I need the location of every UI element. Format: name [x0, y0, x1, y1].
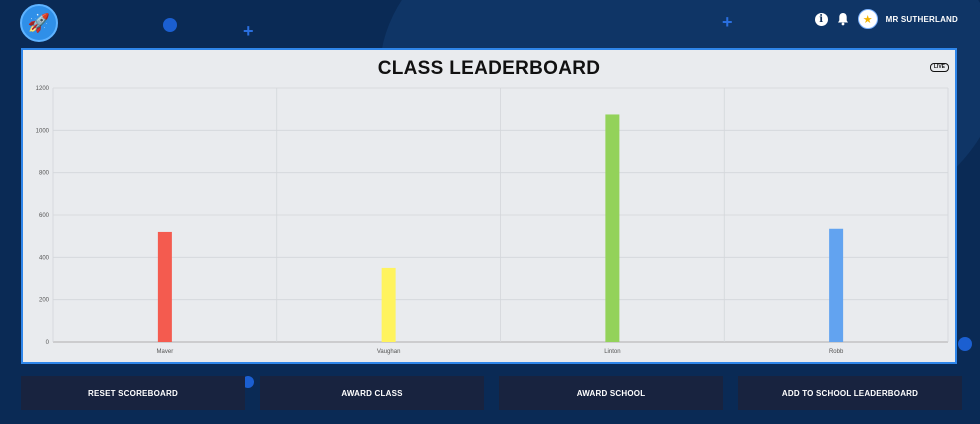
username-label[interactable]: MR SUTHERLAND	[885, 14, 958, 24]
bar-maver[interactable]	[157, 231, 172, 342]
y-tick-label: 600	[39, 213, 50, 219]
action-button-row: RESET SCOREBOARD AWARD CLASS AWARD SCHOO…	[21, 376, 962, 410]
background-dot	[163, 18, 177, 32]
award-school-button[interactable]: AWARD SCHOOL	[499, 376, 723, 410]
info-icon[interactable]: i	[814, 12, 828, 26]
leaderboard-chart: 0 200 400 600 800 1000 1200 Maver Vaughan Linton R…	[36, 86, 949, 355]
background-plus-icon: +	[243, 21, 254, 41]
top-bar: i ★ MR SUTHERLAND	[814, 9, 958, 29]
y-tick-label: 200	[39, 298, 50, 304]
award-class-button[interactable]: AWARD CLASS	[260, 376, 484, 410]
bar-linton[interactable]	[605, 114, 620, 342]
x-tick-label: Linton	[604, 349, 620, 355]
bell-icon[interactable]	[836, 11, 850, 27]
background-dot	[242, 376, 254, 388]
leaderboard-title: CLASS LEADERBOARD	[377, 58, 601, 79]
avatar[interactable]: ★	[857, 9, 878, 29]
reset-scoreboard-button[interactable]: RESET SCOREBOARD	[21, 376, 245, 410]
x-tick-label: Maver	[157, 349, 174, 355]
y-tick-label: 400	[39, 255, 50, 261]
x-tick-label: Robb	[829, 349, 844, 355]
y-tick-label: 1000	[36, 128, 50, 134]
x-tick-label: Vaughan	[377, 349, 401, 355]
leaderboard-panel: 0 200 400 600 800 1000 1200 Maver Vaughan Linton R…	[21, 48, 957, 364]
rocket-logo-icon[interactable]: 🚀	[20, 4, 58, 42]
y-tick-label: 0	[46, 340, 50, 346]
add-to-school-leaderboard-button[interactable]: ADD TO SCHOOL LEADERBOARD	[738, 376, 962, 410]
background-dot	[958, 337, 972, 351]
y-tick-label: 800	[39, 171, 50, 177]
live-badge: LIVE	[929, 63, 949, 72]
bar-robb[interactable]	[829, 228, 844, 342]
bar-vaughan[interactable]	[381, 267, 396, 342]
background-plus-icon: +	[722, 12, 733, 32]
y-tick-label: 1200	[36, 86, 50, 92]
